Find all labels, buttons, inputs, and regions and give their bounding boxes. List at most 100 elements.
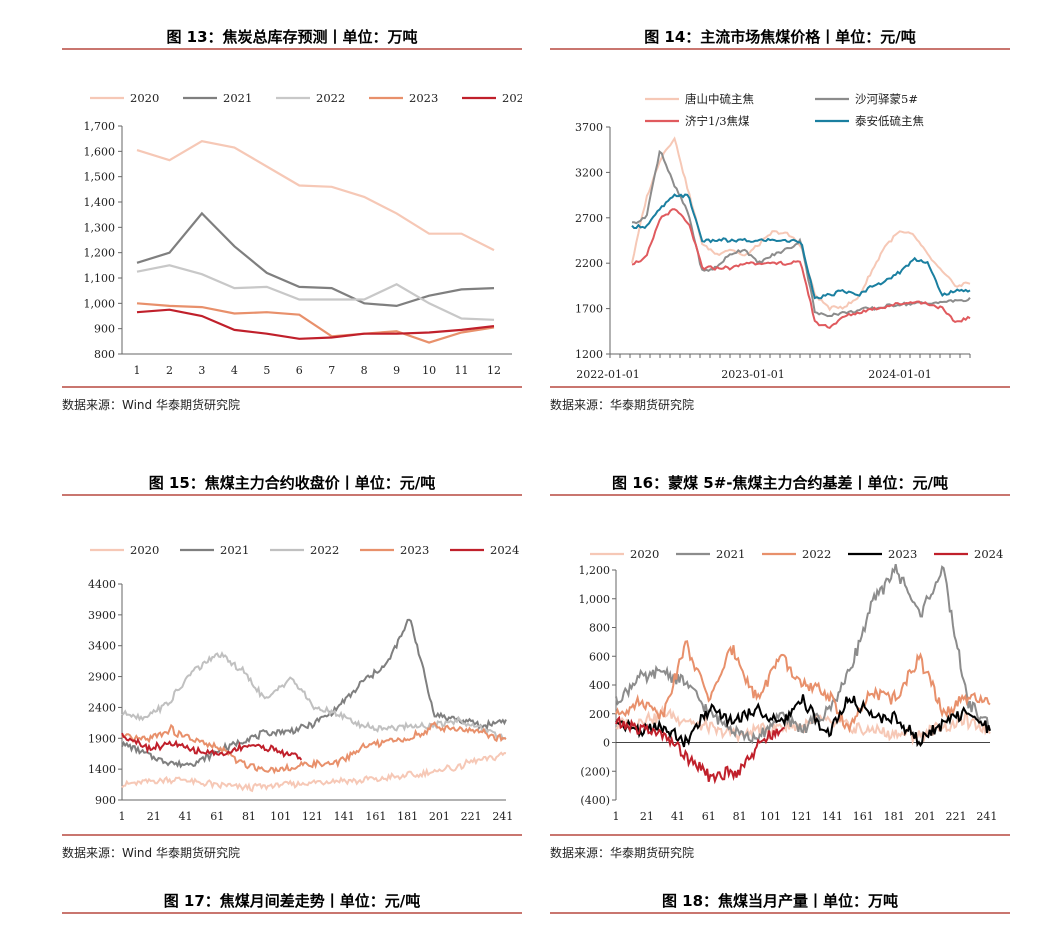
y-tick-label: 400 (589, 679, 610, 692)
y-tick-label: 1,200 (84, 247, 116, 260)
x-tick-label: 21 (640, 810, 654, 823)
x-tick-label: 12 (487, 364, 501, 377)
x-tick-label: 141 (334, 810, 355, 823)
series-line-2021 (121, 618, 507, 769)
legend-label-3: 泰安低硫主焦 (855, 114, 924, 128)
x-tick-label: 221 (946, 810, 967, 823)
x-tick-label: 7 (328, 364, 335, 377)
figure-16-chart: 2020 2021 2022 2023 2024 (400) (200) 0 200 400 600… (579, 547, 1004, 823)
x-tick-label: 21 (147, 810, 161, 823)
x-tick-label: 181 (397, 810, 418, 823)
x-tick-label: 1 (119, 810, 126, 823)
figure-13-source: 数据来源：Wind 华泰期货研究院 (62, 398, 240, 412)
x-tick-label: 81 (242, 810, 256, 823)
x-tick-label: 181 (884, 810, 905, 823)
figure-14-bottom-rule (550, 386, 1010, 388)
figure-13-title: 图 13：焦炭总库存预测丨单位：万吨 (62, 26, 522, 50)
figure-13-panel: 图 13：焦炭总库存预测丨单位：万吨 2020 2021 2022 2023 2024 8… (62, 26, 523, 412)
series-line-2022 (121, 651, 507, 741)
legend-label-2022: 2022 (316, 91, 345, 105)
y-tick-label: 800 (589, 622, 610, 635)
legend-label-0: 唐山中硫主焦 (685, 92, 754, 106)
series-line-2024 (121, 732, 303, 761)
series-line-2022 (615, 640, 991, 734)
series-line-2020 (136, 140, 495, 252)
y-tick-label: 3400 (88, 640, 116, 653)
legend-label-2022: 2022 (310, 543, 339, 557)
figure-15-source: 数据来源：Wind 华泰期货研究院 (62, 846, 240, 860)
series-line-0 (631, 136, 971, 312)
legend-label-2023: 2023 (888, 547, 917, 561)
y-tick-label: 1,600 (84, 145, 116, 158)
legend-label-2022: 2022 (802, 547, 831, 561)
x-tick-label: 2 (166, 364, 173, 377)
legend-label-2024: 2024 (490, 543, 519, 557)
figure-18-panel: 图 18：焦煤当月产量丨单位：万吨 (550, 890, 1010, 914)
y-tick-label: (200) (580, 765, 610, 778)
x-tick-label: 41 (178, 810, 192, 823)
y-tick-label: 3900 (88, 609, 116, 622)
y-tick-label: 900 (94, 323, 115, 336)
x-tick-label: 201 (915, 810, 936, 823)
figure-15-title: 图 15：焦煤主力合约收盘价丨单位：元/吨 (62, 472, 522, 496)
x-tick-label: 2022-01-01 (576, 368, 639, 381)
figure-14-source: 数据来源：华泰期货研究院 (550, 398, 695, 412)
series-line-2024 (136, 308, 495, 340)
x-tick-label: 161 (853, 810, 874, 823)
y-tick-label: 0 (603, 737, 610, 750)
figure-16-title: 图 16：蒙煤 5#-焦煤主力合约基差丨单位：元/吨 (550, 472, 1010, 496)
series-line-2022 (136, 264, 495, 321)
series-line-3 (631, 193, 971, 300)
legend-label-1: 沙河驿蒙5# (855, 92, 918, 106)
x-tick-label: 9 (393, 364, 400, 377)
series-line-2024 (615, 715, 785, 785)
legend-label-2: 济宁1/3焦煤 (685, 114, 750, 128)
series-line-2023 (136, 302, 495, 344)
x-tick-label: 4 (231, 364, 238, 377)
x-tick-label: 11 (455, 364, 469, 377)
x-tick-label: 3 (198, 364, 205, 377)
series-line-2023 (615, 694, 991, 748)
y-tick-label: 3700 (575, 121, 603, 134)
x-tick-label: 201 (429, 810, 450, 823)
legend-label-2021: 2021 (223, 91, 252, 105)
x-tick-label: 141 (822, 810, 843, 823)
y-tick-label: 1200 (575, 348, 603, 361)
legend-label-2020: 2020 (630, 547, 659, 561)
legend-label-2023: 2023 (400, 543, 429, 557)
y-tick-label: 1,700 (84, 120, 116, 133)
x-tick-label: 2024-01-01 (868, 368, 931, 381)
legend-label-2020: 2020 (130, 91, 159, 105)
y-tick-label: 1,500 (84, 171, 116, 184)
x-tick-label: 101 (760, 810, 781, 823)
figure-15-chart: 2020 2021 2022 2023 2024 900 1400 1900 2400 2900 3… (88, 543, 519, 823)
series-line-2 (631, 208, 971, 330)
figure-15-panel: 图 15：焦煤主力合约收盘价丨单位：元/吨 2020 2021 2022 2023 20… (62, 472, 522, 860)
figure-16-panel: 图 16：蒙煤 5#-焦煤主力合约基差丨单位：元/吨 2020 2021 2022 2… (550, 472, 1010, 860)
x-tick-label: 121 (791, 810, 812, 823)
x-tick-label: 10 (422, 364, 436, 377)
x-tick-label: 2023-01-01 (721, 368, 784, 381)
figure-16-source: 数据来源：华泰期货研究院 (550, 846, 695, 860)
figure-18-title: 图 18：焦煤当月产量丨单位：万吨 (550, 890, 1010, 914)
figure-16-bottom-rule (550, 834, 1010, 836)
y-tick-label: 1700 (575, 303, 603, 316)
x-tick-label: 221 (461, 810, 482, 823)
y-tick-label: 3200 (575, 166, 603, 179)
y-tick-label: 1,200 (579, 564, 611, 577)
x-tick-label: 161 (365, 810, 386, 823)
series-line-2020 (615, 705, 991, 746)
series-line-2020 (121, 751, 507, 793)
x-tick-label: 1 (134, 364, 141, 377)
y-tick-label: 2400 (88, 701, 116, 714)
x-tick-label: 101 (270, 810, 291, 823)
figure-17-title: 图 17：焦煤月间差走势丨单位：元/吨 (62, 890, 522, 914)
y-tick-label: 1,300 (84, 221, 116, 234)
y-tick-label: (400) (580, 794, 610, 807)
figure-13-chart: 2020 2021 2022 2023 2024 800 900 1,000 1,100 1,20… (84, 91, 523, 377)
y-tick-label: 1900 (88, 732, 116, 745)
figure-13-bottom-rule (62, 386, 522, 388)
y-tick-label: 1,100 (84, 272, 116, 285)
series-line-2021 (615, 564, 991, 745)
x-tick-label: 241 (492, 810, 513, 823)
